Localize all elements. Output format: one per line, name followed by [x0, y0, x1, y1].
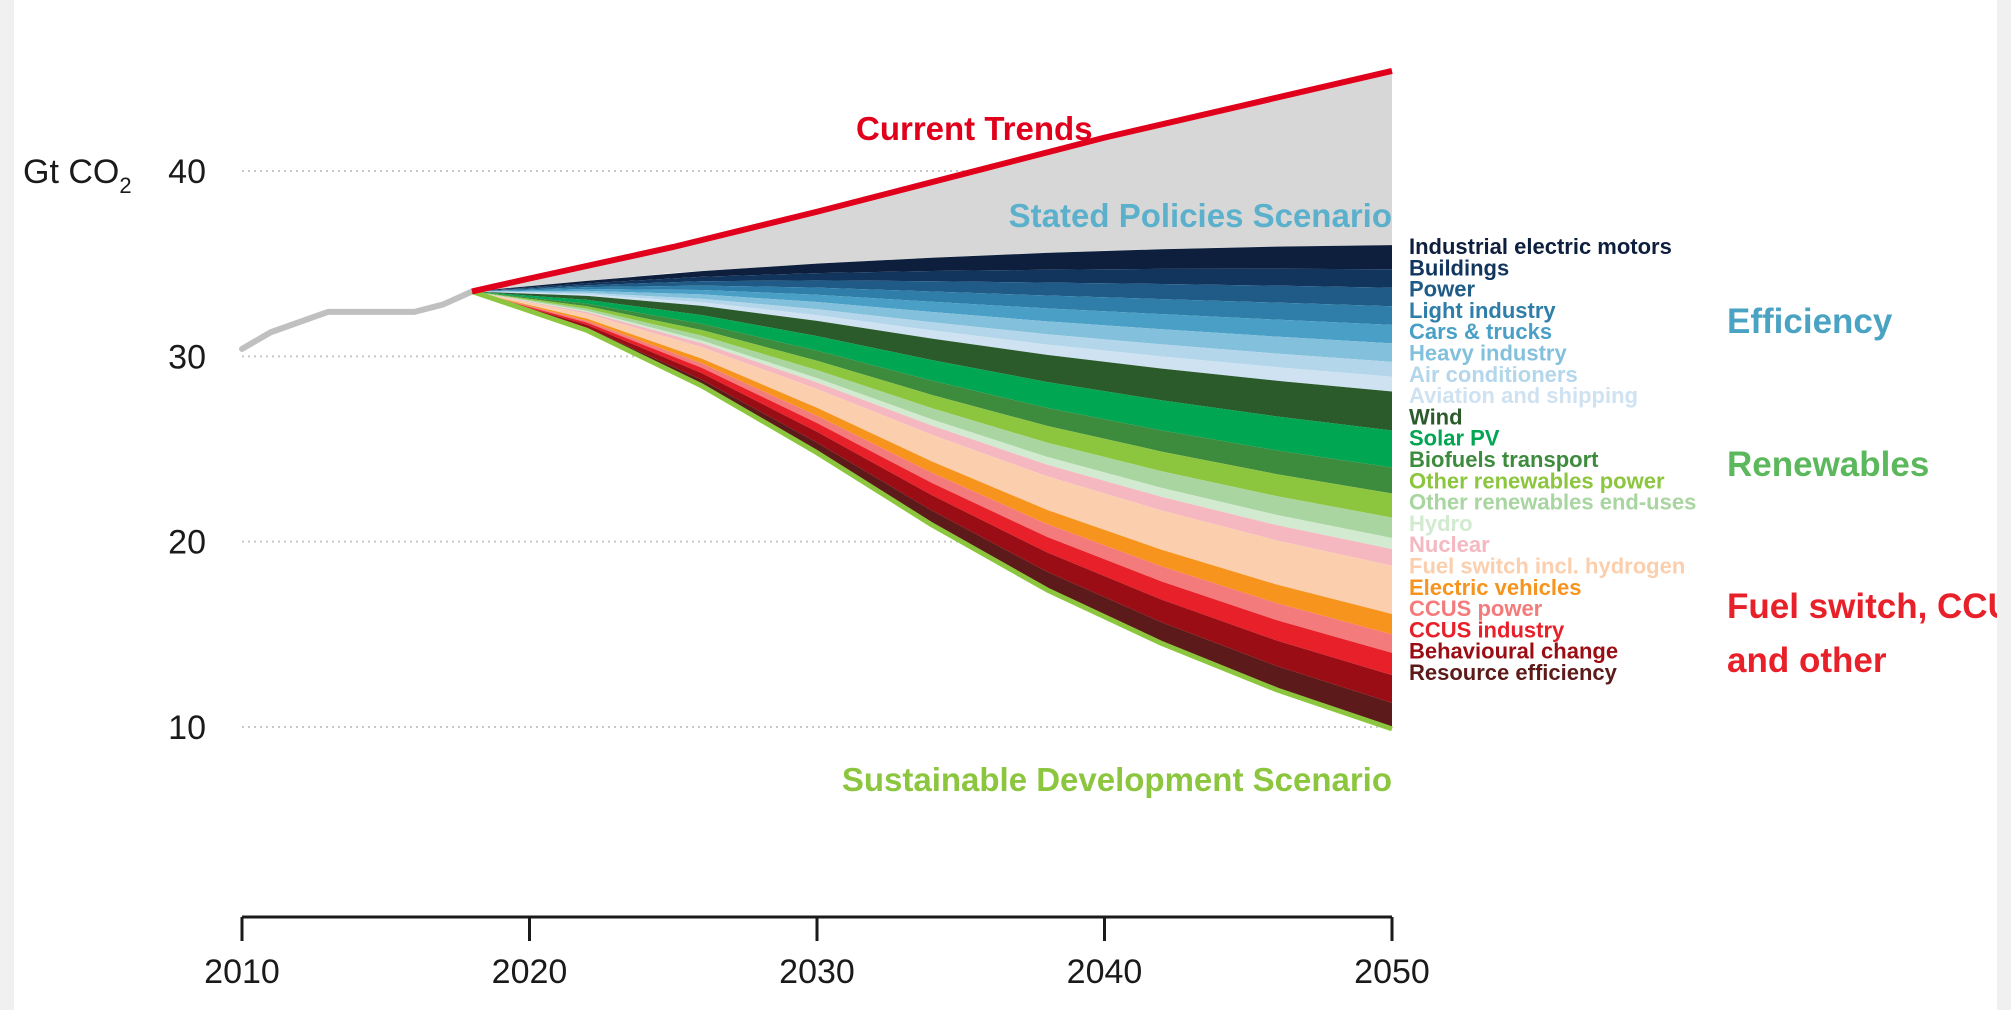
sustainable-development-label: Sustainable Development Scenario — [842, 761, 1392, 798]
current-trends-line — [471, 67, 1393, 295]
wedge-area-13 — [472, 291, 1392, 550]
sustainable-development-line — [471, 289, 1393, 732]
x-tick-label-2050: 2050 — [1354, 953, 1430, 991]
wedge-area-9 — [472, 291, 1392, 468]
scenario-lines: Current Trends Stated Policies Scenario Su… — [239, 67, 1393, 798]
wedge-area-4 — [472, 289, 1392, 344]
wedge-area-11 — [472, 291, 1392, 518]
wedge-area-8 — [472, 291, 1392, 431]
wedge-label-3: Light industry — [1409, 298, 1556, 323]
wedge-area-5 — [472, 290, 1392, 362]
x-tick-label-2040: 2040 — [1067, 953, 1143, 991]
wedge-area-2 — [472, 280, 1392, 307]
wedge-label-17: CCUS power — [1409, 596, 1543, 621]
wedge-label-2: Power — [1409, 277, 1475, 302]
wedge-area-20 — [472, 291, 1392, 729]
wedge-area-16 — [472, 291, 1392, 635]
wedge-area-14 — [472, 291, 1392, 566]
historical-emissions-line — [239, 288, 475, 352]
y-tick-label-40: 40 — [168, 153, 206, 191]
wedge-area-6 — [472, 291, 1392, 377]
x-tick-label-2030: 2030 — [779, 953, 855, 991]
wedge-area-7 — [472, 291, 1392, 392]
wedge-area-12 — [472, 291, 1392, 538]
wedge-area-1 — [472, 268, 1392, 292]
wedge-area-15 — [472, 291, 1392, 614]
wedge-area-17 — [472, 291, 1392, 653]
y-tick-label-30: 30 — [168, 338, 206, 376]
wedge-label-15: Fuel switch incl. hydrogen — [1409, 554, 1685, 579]
wedge-label-18: CCUS industry — [1409, 617, 1565, 642]
chart-frame: Current Trends Stated Policies Scenario Su… — [14, 0, 1997, 1010]
wedge-label-13: Hydro — [1409, 511, 1473, 536]
wedge-label-10: Biofuels transport — [1409, 447, 1599, 472]
wedge-label-14: Nuclear — [1409, 532, 1490, 557]
wedge-area-0 — [472, 245, 1392, 292]
wedge-area-3 — [472, 285, 1392, 325]
stated-policies-label: Stated Policies Scenario — [1009, 197, 1392, 234]
group-label-1-0: Renewables — [1727, 445, 1929, 484]
wedge-labels: Industrial electric motorsBuildingsPower… — [1409, 234, 1696, 685]
wedge-area-18 — [472, 291, 1392, 676]
wedge-label-19: Behavioural change — [1409, 639, 1618, 664]
wedge-label-0: Industrial electric motors — [1409, 234, 1672, 259]
wedge-label-11: Other renewables power — [1409, 468, 1665, 493]
y-axis-unit-label: Gt CO2 — [23, 153, 132, 198]
x-tick-label-2010: 2010 — [204, 953, 280, 991]
y-tick-label-10: 10 — [168, 709, 206, 747]
wedge-label-6: Air conditioners — [1409, 362, 1578, 387]
group-label-2-1: and other — [1727, 641, 1887, 680]
wedge-label-9: Solar PV — [1409, 426, 1500, 451]
current-trends-label: Current Trends — [856, 110, 1093, 147]
wedge-label-8: Wind — [1409, 404, 1463, 429]
wedge-label-16: Electric vehicles — [1409, 575, 1581, 600]
group-labels: Efficiency Renewables Fuel switch, CCUS and… — [1727, 302, 1997, 680]
wedge-areas — [472, 70, 1392, 729]
y-tick-label-20: 20 — [168, 524, 206, 562]
wedge-label-7: Aviation and shipping — [1409, 383, 1638, 408]
wedge-label-5: Heavy industry — [1409, 341, 1567, 366]
wedge-area-10 — [472, 291, 1392, 494]
wedge-area-19 — [472, 291, 1392, 703]
wedge-label-12: Other renewables end-uses — [1409, 490, 1696, 515]
group-label-2-0: Fuel switch, CCUS — [1727, 587, 1997, 626]
wedge-label-4: Cars & trucks — [1409, 319, 1552, 344]
co2-emissions-chart: Current Trends Stated Policies Scenario Su… — [23, 67, 1997, 991]
wedge-label-20: Resource efficiency — [1409, 660, 1618, 685]
x-tick-label-2020: 2020 — [492, 953, 568, 991]
group-label-0-0: Efficiency — [1727, 302, 1893, 341]
wedge-label-1: Buildings — [1409, 255, 1509, 280]
